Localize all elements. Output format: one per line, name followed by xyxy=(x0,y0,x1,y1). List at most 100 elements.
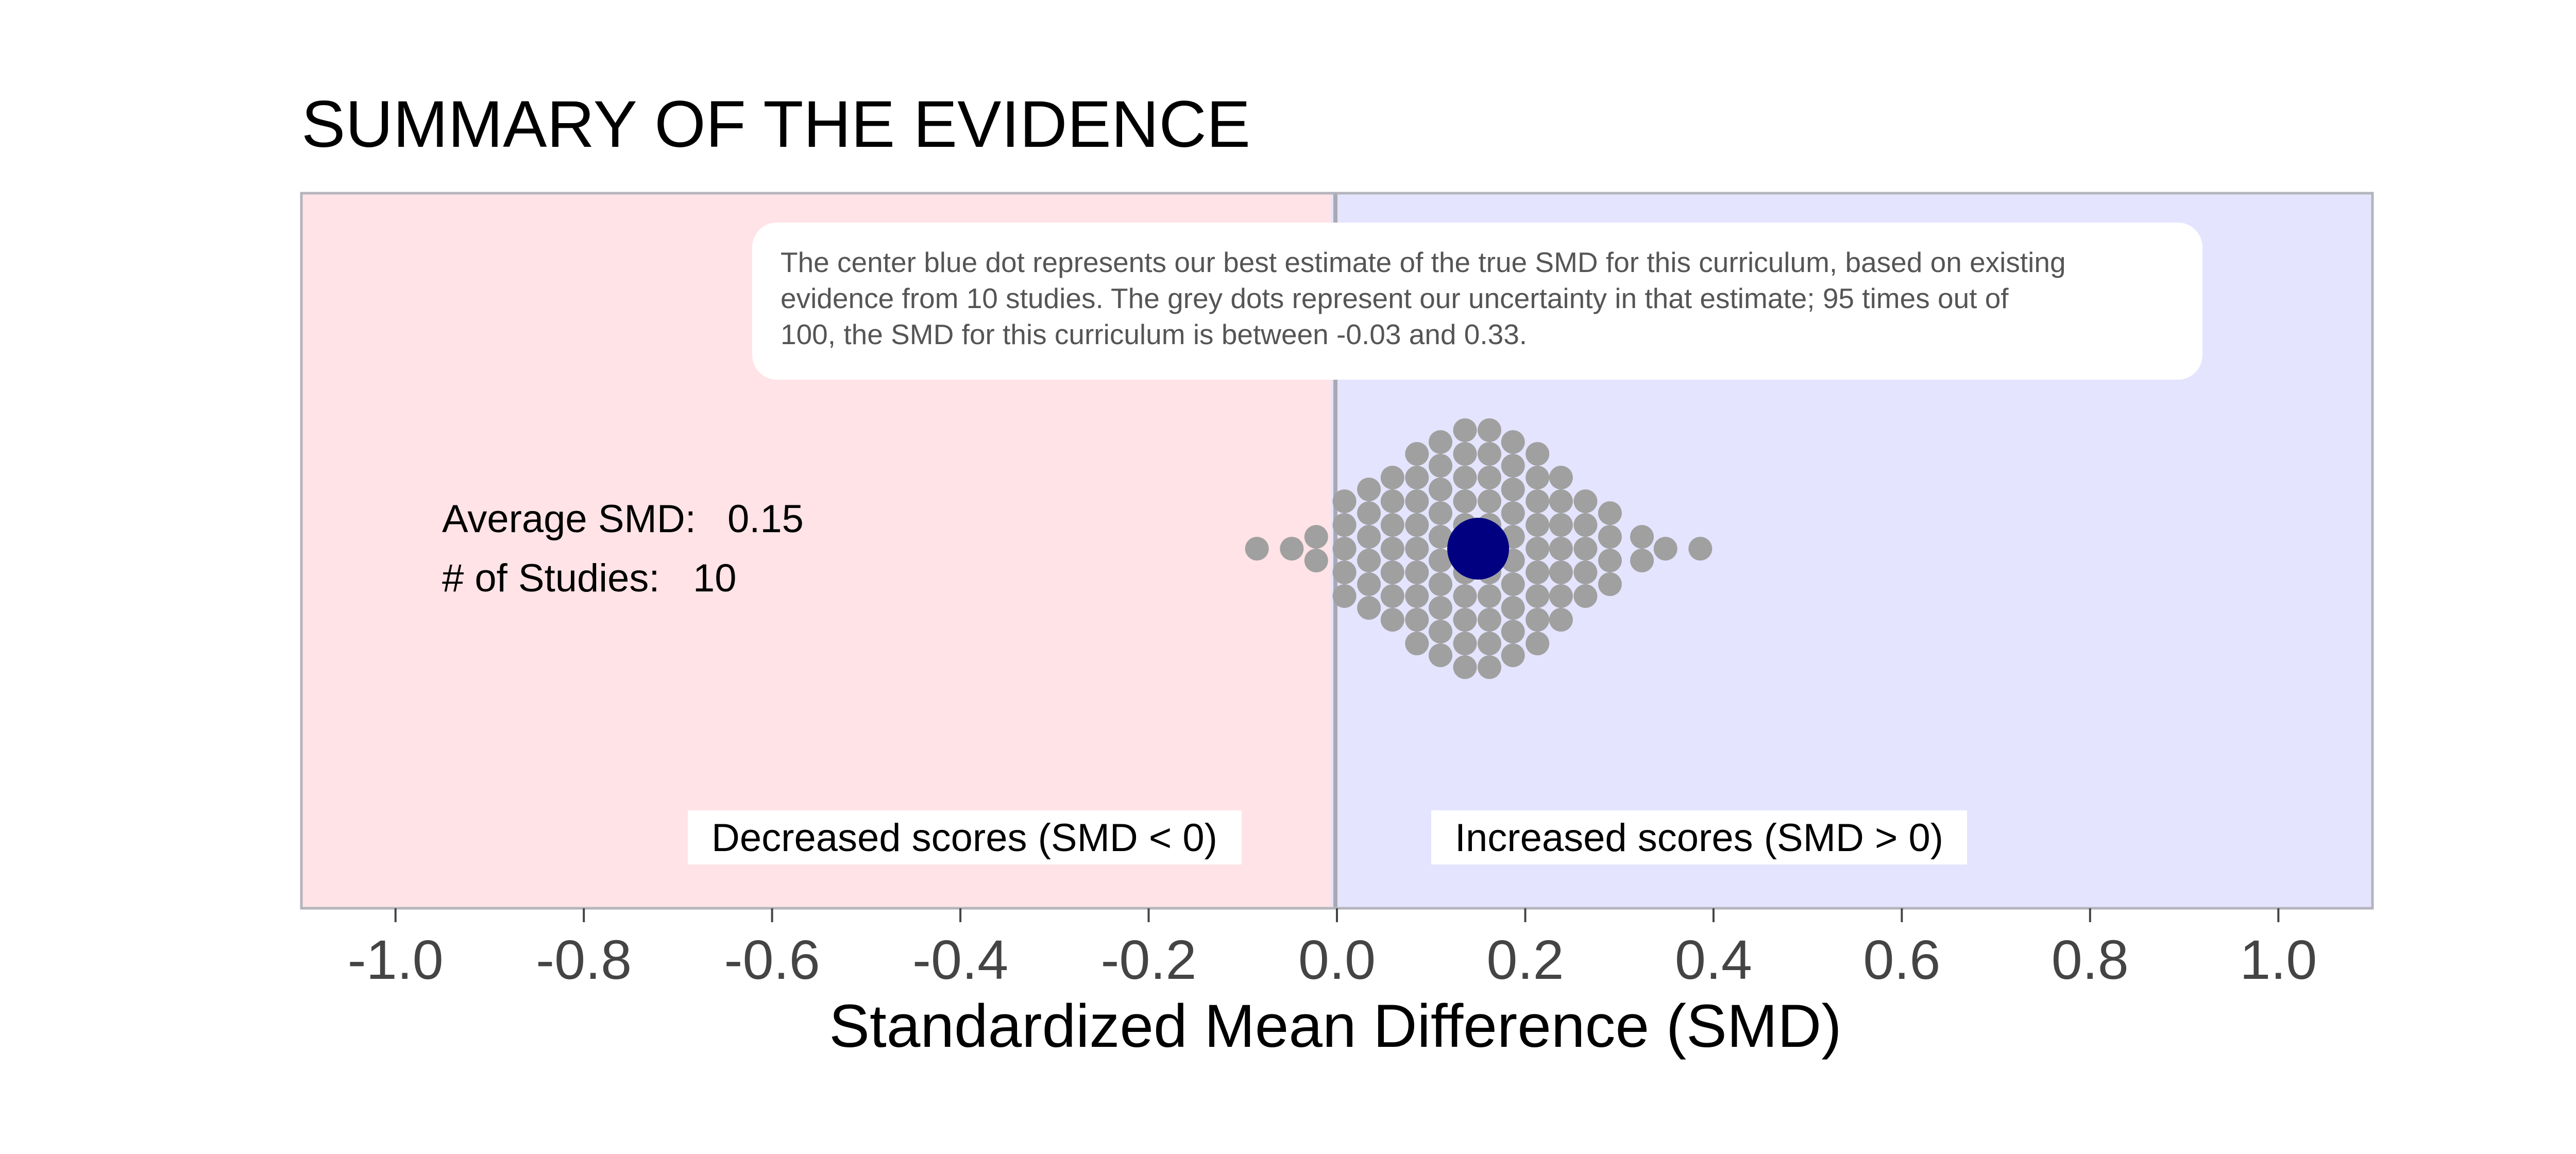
annotation-line-2: evidence from 10 studies. The grey dots … xyxy=(781,282,2009,314)
uncertainty-dot xyxy=(1526,489,1550,513)
uncertainty-dot xyxy=(1380,561,1404,584)
uncertainty-dot xyxy=(1380,584,1404,608)
uncertainty-dot xyxy=(1453,442,1477,466)
uncertainty-dot xyxy=(1526,537,1550,561)
uncertainty-dot xyxy=(1357,478,1381,501)
uncertainty-dot xyxy=(1549,513,1573,537)
uncertainty-dot xyxy=(1380,608,1404,632)
uncertainty-dot xyxy=(1405,466,1429,489)
studies-value: 10 xyxy=(693,556,737,600)
x-tick-label: -0.2 xyxy=(1100,928,1196,991)
annotation-background xyxy=(752,223,2202,380)
average-smd-value: 0.15 xyxy=(727,497,804,541)
uncertainty-dot xyxy=(1526,442,1550,466)
uncertainty-dot xyxy=(1332,584,1357,608)
uncertainty-dot xyxy=(1478,584,1501,608)
uncertainty-dot xyxy=(1573,584,1598,608)
uncertainty-dot xyxy=(1380,466,1404,489)
uncertainty-dot xyxy=(1429,430,1452,454)
x-tick-label: -1.0 xyxy=(348,928,444,991)
uncertainty-dot xyxy=(1501,596,1525,620)
uncertainty-dot xyxy=(1501,572,1525,596)
uncertainty-dot xyxy=(1501,643,1525,667)
uncertainty-dot xyxy=(1405,537,1429,561)
uncertainty-dot xyxy=(1429,596,1452,620)
x-tick-label: 0.8 xyxy=(2052,928,2129,991)
uncertainty-dot xyxy=(1478,655,1501,679)
annotation-line-1: The center blue dot represents our best … xyxy=(781,246,2066,278)
uncertainty-dot xyxy=(1453,655,1477,679)
uncertainty-dot xyxy=(1280,537,1304,561)
uncertainty-dot xyxy=(1453,608,1477,632)
uncertainty-dot xyxy=(1357,572,1381,596)
x-tick-label: -0.4 xyxy=(912,928,1008,991)
estimate-dot xyxy=(1447,518,1510,580)
uncertainty-dot xyxy=(1357,549,1381,572)
uncertainty-dot xyxy=(1549,489,1573,513)
uncertainty-dot xyxy=(1453,418,1477,442)
uncertainty-dot xyxy=(1429,620,1452,643)
uncertainty-dot xyxy=(1357,501,1381,525)
uncertainty-dot xyxy=(1429,549,1452,572)
uncertainty-dot xyxy=(1549,584,1573,608)
uncertainty-dot xyxy=(1526,513,1550,537)
x-axis: -1.0 -0.8 -0.6 -0.4 -0.2 0.0 0.2 0.4 0.6 0.8 1.0 xyxy=(348,908,2317,991)
uncertainty-dot xyxy=(1549,466,1573,489)
uncertainty-dot xyxy=(1549,608,1573,632)
uncertainty-dot xyxy=(1501,454,1525,478)
x-tick-label: 0.4 xyxy=(1675,928,1752,991)
uncertainty-dot xyxy=(1688,537,1713,561)
average-smd-label: Average SMD: xyxy=(442,497,696,541)
uncertainty-dot xyxy=(1501,620,1525,643)
uncertainty-dot xyxy=(1598,525,1622,549)
uncertainty-dot xyxy=(1429,501,1452,525)
x-axis-label: Standardized Mean Difference (SMD) xyxy=(829,992,1841,1060)
annotation-box: The center blue dot represents our best … xyxy=(752,223,2202,380)
uncertainty-dot xyxy=(1478,632,1501,655)
uncertainty-dot xyxy=(1501,478,1525,501)
uncertainty-dot xyxy=(1478,489,1501,513)
uncertainty-dot xyxy=(1332,537,1357,561)
uncertainty-dot xyxy=(1405,632,1429,655)
uncertainty-dot xyxy=(1304,525,1328,549)
uncertainty-dot xyxy=(1429,478,1452,501)
negative-region-label: Decreased scores (SMD < 0) xyxy=(711,816,1217,860)
uncertainty-dot xyxy=(1453,489,1477,513)
uncertainty-dot xyxy=(1573,537,1598,561)
positive-label-background xyxy=(1431,810,1967,864)
region-labels: Decreased scores (SMD < 0) Increased sco… xyxy=(688,810,1967,864)
uncertainty-dot xyxy=(1526,561,1550,584)
uncertainty-dot xyxy=(1478,466,1501,489)
stats-block: Average SMD: 0.15 # of Studies: 10 xyxy=(442,497,804,600)
uncertainty-dot xyxy=(1332,561,1357,584)
uncertainty-dot xyxy=(1245,537,1269,561)
uncertainty-dot xyxy=(1429,454,1452,478)
uncertainty-dot xyxy=(1405,608,1429,632)
uncertainty-dot xyxy=(1478,418,1501,442)
uncertainty-dot xyxy=(1429,525,1452,549)
uncertainty-dot xyxy=(1405,513,1429,537)
uncertainty-dot xyxy=(1573,561,1598,584)
uncertainty-dot xyxy=(1526,466,1550,489)
x-tick-label: 1.0 xyxy=(2240,928,2317,991)
negative-label-background xyxy=(688,810,1242,864)
uncertainty-dot xyxy=(1501,430,1525,454)
x-tick-label: 0.2 xyxy=(1486,928,1564,991)
uncertainty-dot xyxy=(1357,596,1381,620)
chart-title: SUMMARY OF THE EVIDENCE xyxy=(301,88,1250,161)
uncertainty-dot xyxy=(1526,608,1550,632)
uncertainty-dot xyxy=(1429,643,1452,667)
uncertainty-dot xyxy=(1478,442,1501,466)
uncertainty-dot xyxy=(1453,632,1477,655)
uncertainty-dot xyxy=(1357,525,1381,549)
uncertainty-dot xyxy=(1429,572,1452,596)
uncertainty-dot xyxy=(1453,466,1477,489)
x-tick-label: -0.6 xyxy=(724,928,820,991)
positive-region-label: Increased scores (SMD > 0) xyxy=(1455,816,1943,860)
uncertainty-dot xyxy=(1598,549,1622,572)
uncertainty-dot xyxy=(1478,608,1501,632)
studies-label: # of Studies: xyxy=(442,556,660,600)
uncertainty-dot xyxy=(1332,513,1357,537)
uncertainty-dot xyxy=(1549,561,1573,584)
uncertainty-dot xyxy=(1405,584,1429,608)
